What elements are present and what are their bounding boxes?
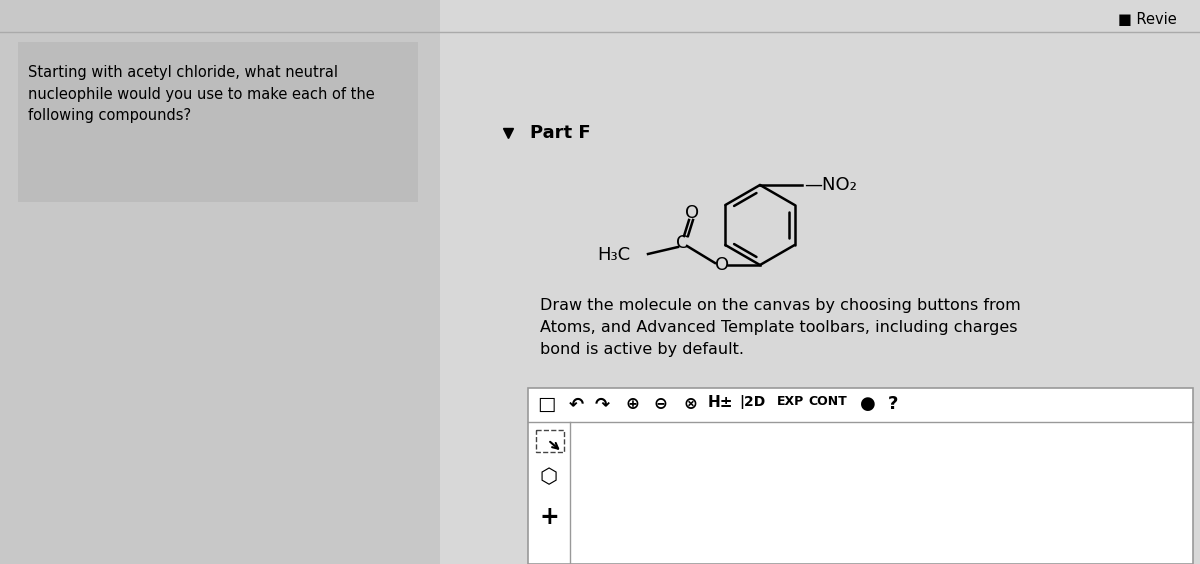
FancyBboxPatch shape <box>440 0 1200 564</box>
Text: EXP: EXP <box>776 395 804 408</box>
FancyBboxPatch shape <box>528 388 1193 564</box>
Text: O: O <box>715 256 730 274</box>
Text: CONT: CONT <box>809 395 847 408</box>
Text: H±: H± <box>707 395 733 410</box>
Text: C: C <box>676 234 689 252</box>
FancyBboxPatch shape <box>18 42 418 202</box>
Text: —NO₂: —NO₂ <box>804 176 857 194</box>
Text: ↶: ↶ <box>569 395 583 413</box>
Text: Part F: Part F <box>530 124 590 142</box>
Text: ⊗: ⊗ <box>683 395 697 413</box>
Text: ●: ● <box>860 395 876 413</box>
Text: O: O <box>685 204 700 222</box>
Text: ⊖: ⊖ <box>653 395 667 413</box>
Text: ⊕: ⊕ <box>625 395 638 413</box>
Text: Draw the molecule on the canvas by choosing buttons from
Atoms, and Advanced Tem: Draw the molecule on the canvas by choos… <box>540 298 1021 358</box>
Text: ?: ? <box>888 395 898 413</box>
Text: ■ Revie: ■ Revie <box>1118 12 1177 28</box>
Text: Starting with acetyl chloride, what neutral
nucleophile would you use to make ea: Starting with acetyl chloride, what neut… <box>28 65 374 123</box>
Text: □: □ <box>536 395 556 414</box>
Text: H₃C: H₃C <box>596 246 630 264</box>
Text: +: + <box>539 505 559 529</box>
Text: ↷: ↷ <box>594 395 610 413</box>
Text: ⬡: ⬡ <box>540 467 558 487</box>
Text: |2D: |2D <box>739 395 766 409</box>
